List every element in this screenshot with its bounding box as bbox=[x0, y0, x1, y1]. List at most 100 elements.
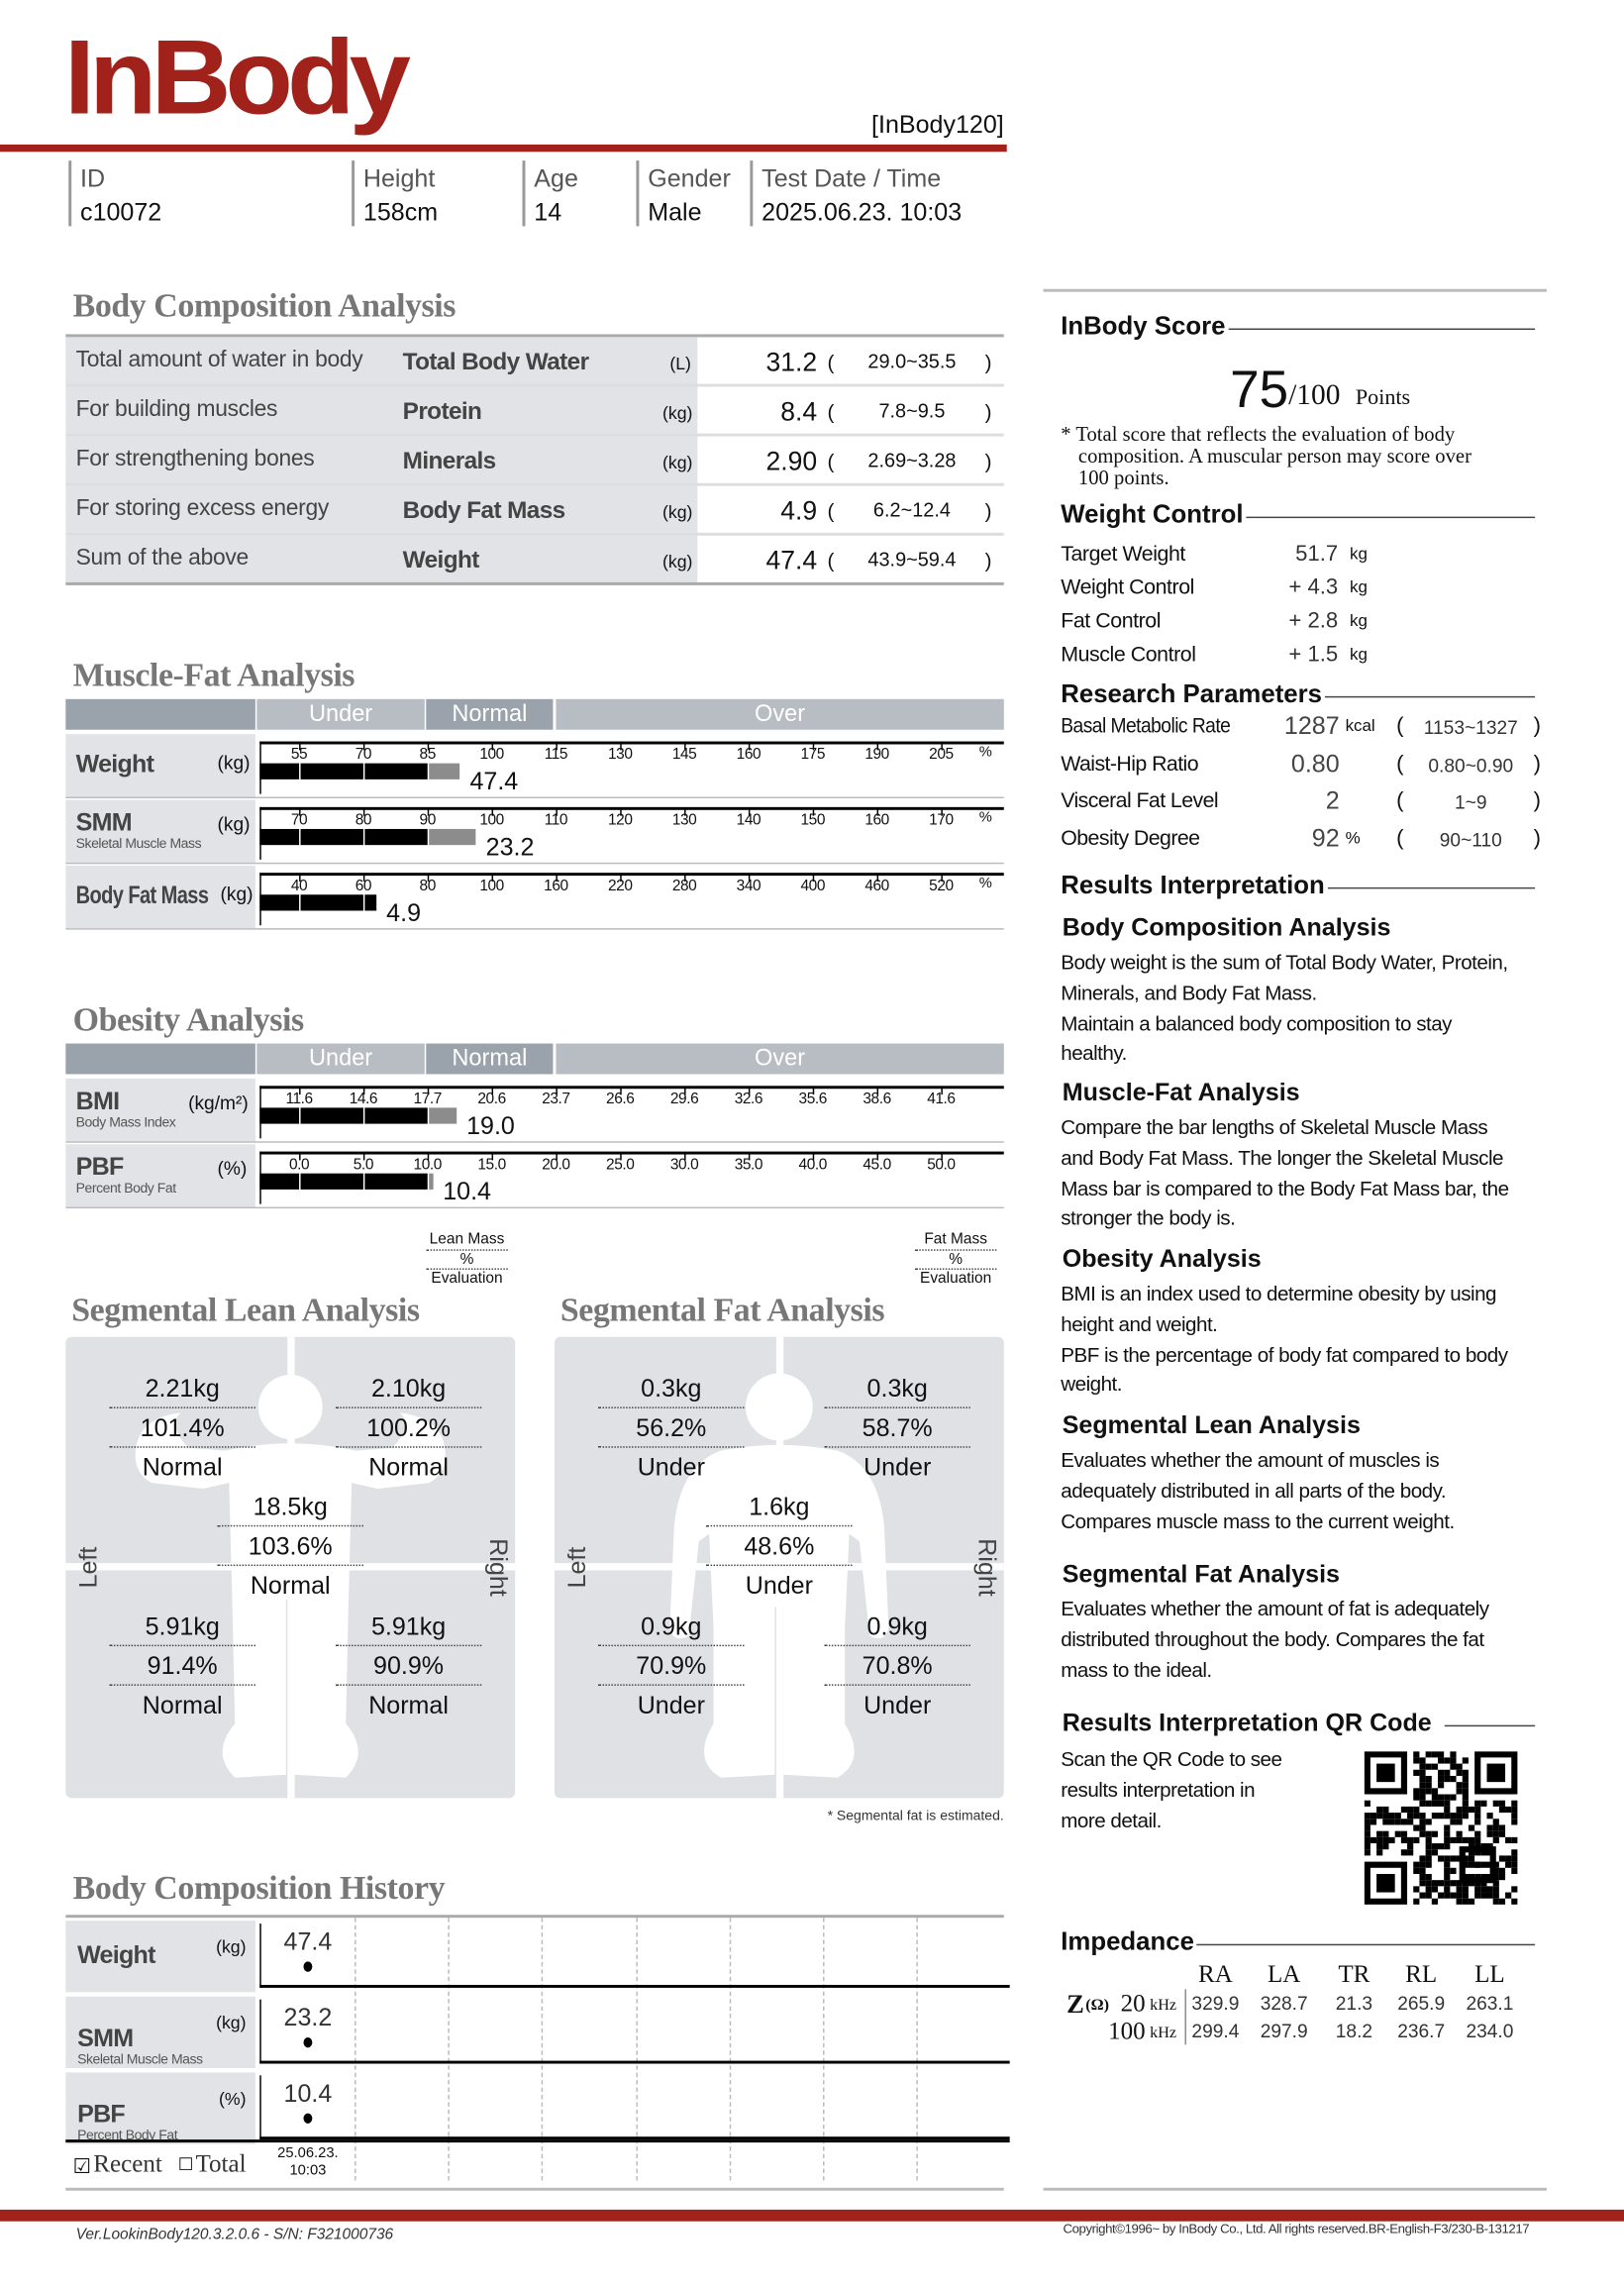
bca-value: 47.4 bbox=[765, 546, 818, 575]
tick-label: 70 bbox=[290, 811, 308, 829]
tick-mark bbox=[748, 808, 751, 816]
bca-row: Sum of the above Weight (kg) 47.4 (43.9~59.4… bbox=[65, 535, 1003, 584]
qr-text: more detail. bbox=[1061, 1808, 1162, 1831]
segment-evaluation: Under bbox=[863, 1691, 932, 1719]
recent-checkbox[interactable]: ☑ bbox=[72, 2153, 92, 2178]
tick-label: 15.0 bbox=[477, 1156, 506, 1174]
tick-mark bbox=[876, 743, 879, 751]
segment-mass: 5.91kg bbox=[335, 1612, 482, 1647]
segmental-fat-note: * Segmental fat is estimated. bbox=[827, 1808, 1004, 1824]
bar-value: 19.0 bbox=[466, 1111, 515, 1140]
result-section-text: Compare the bar lengths of Skeletal Musc… bbox=[1061, 1114, 1488, 1139]
bca-row: Total amount of water in body Total Body … bbox=[65, 337, 1003, 385]
inbody-score-title: InBody Score bbox=[1061, 310, 1229, 342]
tick-label: 85 bbox=[419, 745, 437, 764]
qr-code-icon[interactable] bbox=[1364, 1751, 1518, 1905]
bar-bottom-line bbox=[65, 1206, 1004, 1209]
bca-desc: For building muscles bbox=[75, 396, 278, 422]
impedance-freq: 100 bbox=[1108, 2017, 1146, 2045]
tick-label: 5.0 bbox=[353, 1156, 374, 1174]
tick-unit: % bbox=[978, 809, 992, 827]
rp-open-paren: ( bbox=[1396, 825, 1404, 851]
legend-item: Fat Mass bbox=[914, 1230, 997, 1251]
bca-open-paren: ( bbox=[827, 350, 835, 374]
lean-legend: Lean Mass% Evaluation bbox=[426, 1230, 508, 1288]
history-top-line bbox=[65, 1915, 1004, 1919]
tick-mark bbox=[941, 808, 943, 816]
result-section-text: and Body Fat Mass. The longer the Skelet… bbox=[1061, 1145, 1504, 1169]
info-divider bbox=[68, 160, 72, 227]
wc-label: Target Weight bbox=[1061, 543, 1185, 567]
bca-row: For storing excess energy Body Fat Mass (k… bbox=[65, 485, 1003, 535]
row-unit: (%) bbox=[217, 1157, 248, 1180]
history-point bbox=[303, 2113, 313, 2124]
score-note: composition. A muscular person may score… bbox=[1077, 446, 1472, 468]
total-label[interactable]: Total bbox=[195, 2149, 247, 2178]
obesity-title: Obesity Analysis bbox=[72, 1000, 304, 1038]
info-value: c10072 bbox=[80, 198, 162, 227]
tick-label: 40.0 bbox=[798, 1156, 828, 1174]
bca-row-bg bbox=[65, 436, 698, 483]
score-value: 75 bbox=[1230, 359, 1289, 419]
bca-row: For building muscles Protein (kg) 8.4 (7.8~9… bbox=[65, 386, 1003, 435]
tick-mark bbox=[812, 808, 815, 816]
inbody-logo: InBody bbox=[63, 19, 411, 138]
segment-mass: 0.9kg bbox=[824, 1612, 970, 1647]
bca-row-bg bbox=[65, 535, 698, 582]
bca-row-line bbox=[65, 532, 1004, 536]
row-name: BMI bbox=[75, 1087, 120, 1115]
result-section-text: stronger the body is. bbox=[1061, 1205, 1236, 1230]
history-value: 10.4 bbox=[283, 2079, 333, 2108]
score-note: * Total score that reflects the evaluati… bbox=[1061, 424, 1456, 447]
tick-label: 110 bbox=[544, 811, 568, 829]
tick-mark bbox=[299, 1087, 301, 1095]
impedance-value: 299.4 bbox=[1191, 2020, 1240, 2042]
tick-mark bbox=[362, 743, 365, 751]
segment-evaluation: Under bbox=[863, 1453, 932, 1482]
bca-desc: Sum of the above bbox=[75, 546, 250, 572]
score-max: /100 bbox=[1288, 379, 1341, 412]
bca-open-paren: ( bbox=[827, 449, 835, 473]
tick-label: 520 bbox=[929, 877, 954, 895]
segment-percent: 58.7% bbox=[824, 1414, 970, 1448]
right-side-label: Right bbox=[972, 1538, 1001, 1597]
bca-name: Protein bbox=[402, 398, 482, 425]
mfa-band-over: Over bbox=[556, 698, 1004, 730]
tick-mark bbox=[556, 874, 558, 882]
history-axis-left bbox=[259, 2075, 261, 2140]
footer-copyright: Copyright©1996~ by InBody Co., Ltd. All … bbox=[1063, 2221, 1530, 2236]
bar-segment bbox=[429, 1107, 457, 1124]
lean-panel: Left Right 2.21kg 101.4% Normal 2.10kg 100.2% N… bbox=[65, 1336, 516, 1799]
segment-percent: 100.2% bbox=[335, 1414, 482, 1448]
fat-legend: Fat Mass% Evaluation bbox=[914, 1230, 997, 1288]
obesity-band-under: Under bbox=[256, 1043, 425, 1075]
segment-mass: 0.9kg bbox=[598, 1612, 745, 1647]
bar-axis-top bbox=[259, 1086, 1004, 1090]
tick-mark bbox=[491, 874, 494, 882]
tick-unit: % bbox=[978, 744, 992, 761]
bar-segment bbox=[300, 1173, 363, 1190]
bca-name: Total Body Water bbox=[402, 349, 589, 375]
tick-mark bbox=[876, 1087, 879, 1095]
bar-value: 4.9 bbox=[386, 898, 422, 927]
recent-label[interactable]: Recent bbox=[93, 2149, 162, 2178]
mfa-row-smm: SMM Skeletal Muscle Mass (kg) 70 80 90 100 110 1… bbox=[65, 799, 1004, 863]
bar-segment bbox=[259, 1173, 300, 1190]
bar-segment bbox=[429, 828, 476, 846]
weight-control-title-line bbox=[1079, 516, 1536, 519]
tick-mark bbox=[748, 1153, 751, 1161]
bca-unit: (kg) bbox=[661, 551, 693, 572]
wc-label: Fat Control bbox=[1061, 609, 1162, 634]
info-label-age: Age bbox=[534, 164, 578, 193]
bar-segment bbox=[259, 1107, 300, 1124]
tick-label: 175 bbox=[800, 745, 825, 764]
bca-desc: Total amount of water in body bbox=[75, 347, 363, 372]
tick-mark bbox=[556, 1087, 558, 1095]
impedance-value: 329.9 bbox=[1191, 1992, 1240, 2015]
rp-value: 2 bbox=[1325, 786, 1340, 815]
impedance-title-line bbox=[1079, 1943, 1536, 1946]
bar-segment bbox=[364, 763, 428, 780]
device-model: [InBody120] bbox=[871, 110, 1004, 139]
total-checkbox[interactable]: ☐ bbox=[177, 2153, 194, 2175]
bar-value: 10.4 bbox=[443, 1178, 491, 1206]
